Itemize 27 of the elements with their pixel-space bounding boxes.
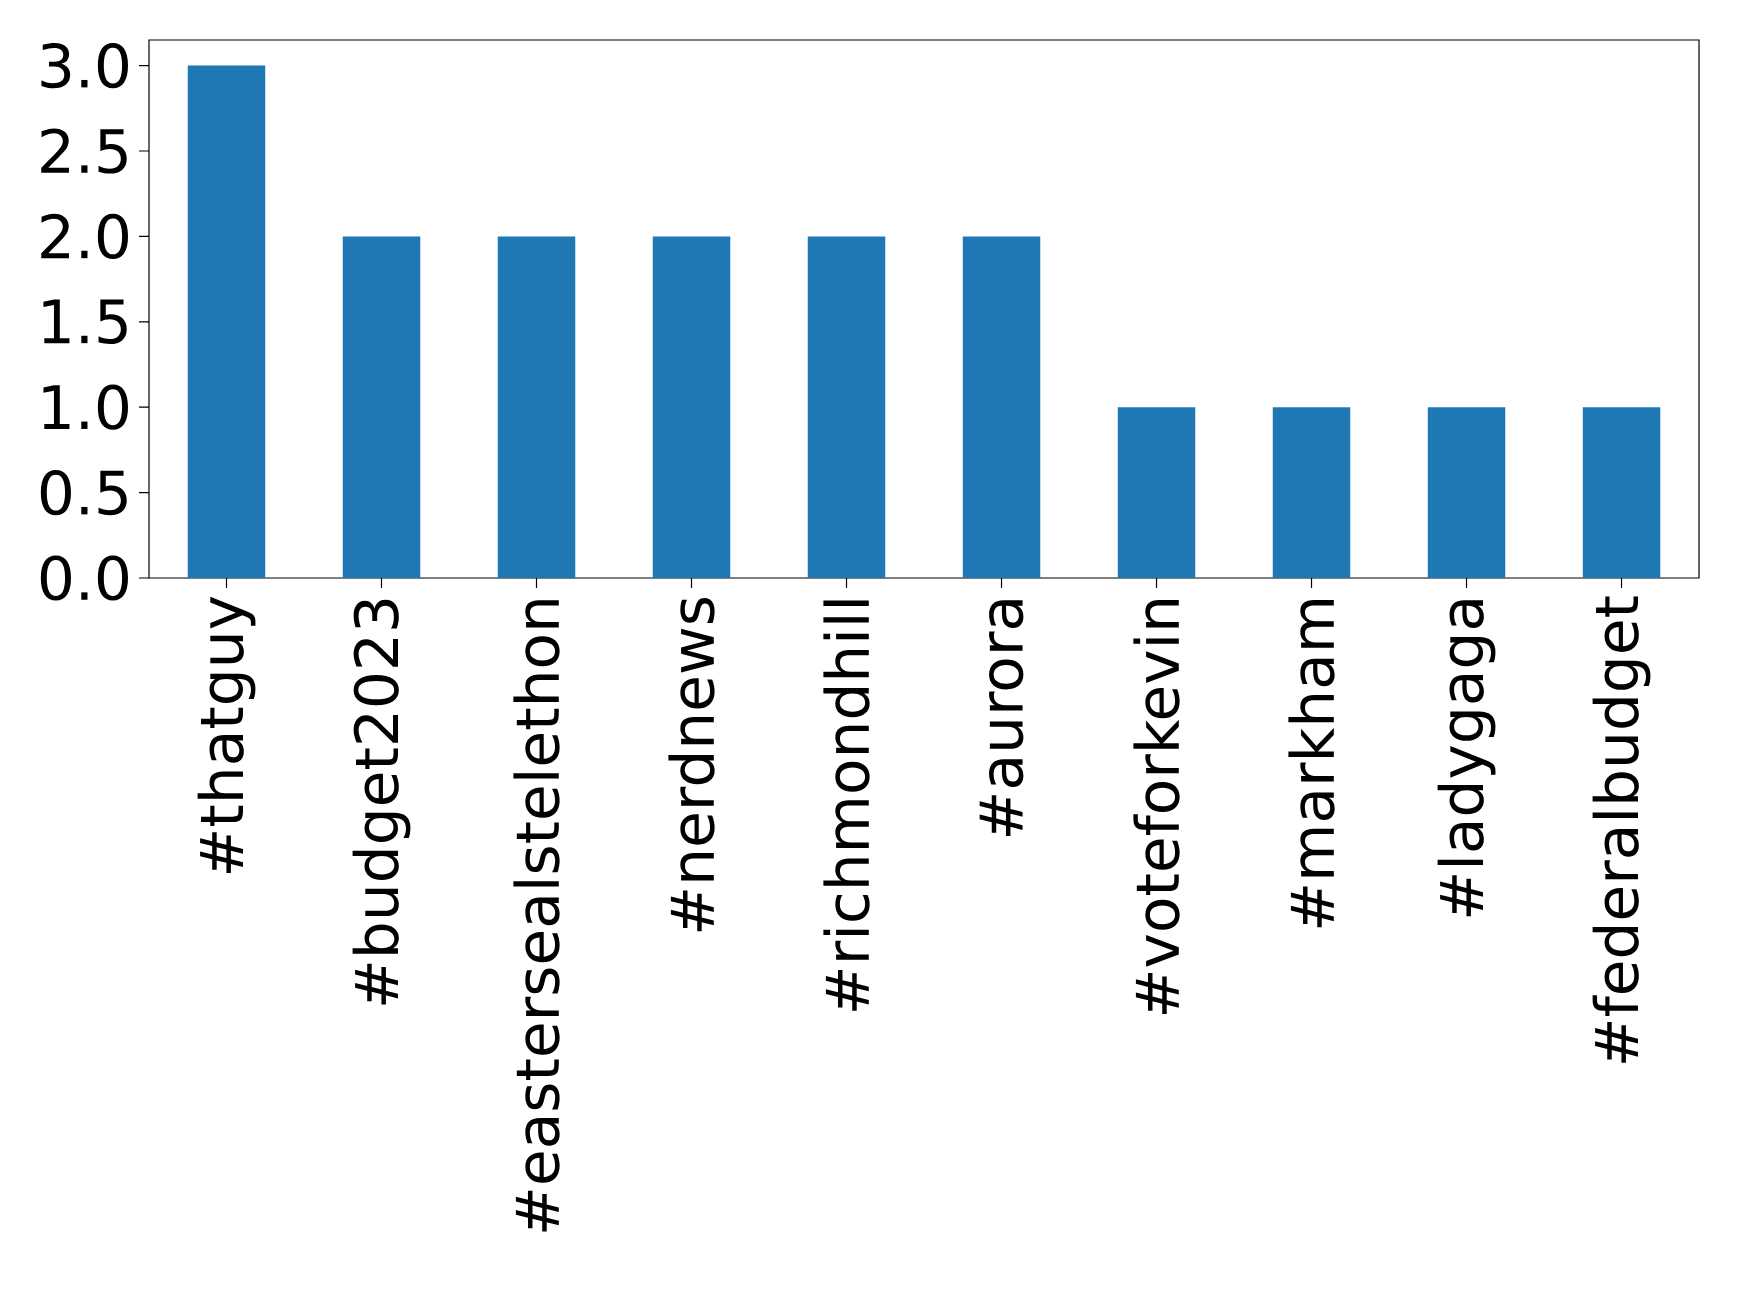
y-tick-label: 0.0 — [40, 555, 128, 601]
x-tick-label: #markham — [1288, 600, 1335, 928]
x-tick-label: #thatguy — [197, 596, 256, 874]
bar — [1117, 407, 1196, 578]
y-tick-label: 2.0 — [41, 213, 128, 260]
bar — [1427, 407, 1506, 578]
x-tick-label: #voteforkevin — [1133, 600, 1180, 1014]
y-tick-label: 3.0 — [41, 42, 128, 89]
bar — [497, 236, 576, 578]
y-tick-label: 2.5 — [41, 128, 127, 174]
x-tick-label: #richmondhill — [823, 600, 870, 1011]
y-tick-label: 0.5 — [40, 469, 127, 516]
x-tick-label: #budget2023 — [352, 599, 411, 1005]
y-tick-label: 1.5 — [43, 299, 127, 345]
bar — [807, 236, 886, 578]
y-tick-label: 1.0 — [43, 384, 128, 430]
x-tick-label: #aurora — [979, 600, 1024, 837]
bar — [652, 236, 731, 578]
bar — [342, 236, 421, 578]
x-tick-label: #federalbudget — [1592, 596, 1651, 1063]
bar — [187, 65, 266, 578]
bar — [1272, 407, 1351, 578]
x-tick-label: #nerdnews — [668, 597, 715, 932]
x-tick-label: #ladygaga — [1437, 600, 1496, 917]
bar — [962, 236, 1041, 578]
bar — [1582, 407, 1661, 578]
x-tick-label: #eastersealstelethon — [513, 600, 560, 1232]
